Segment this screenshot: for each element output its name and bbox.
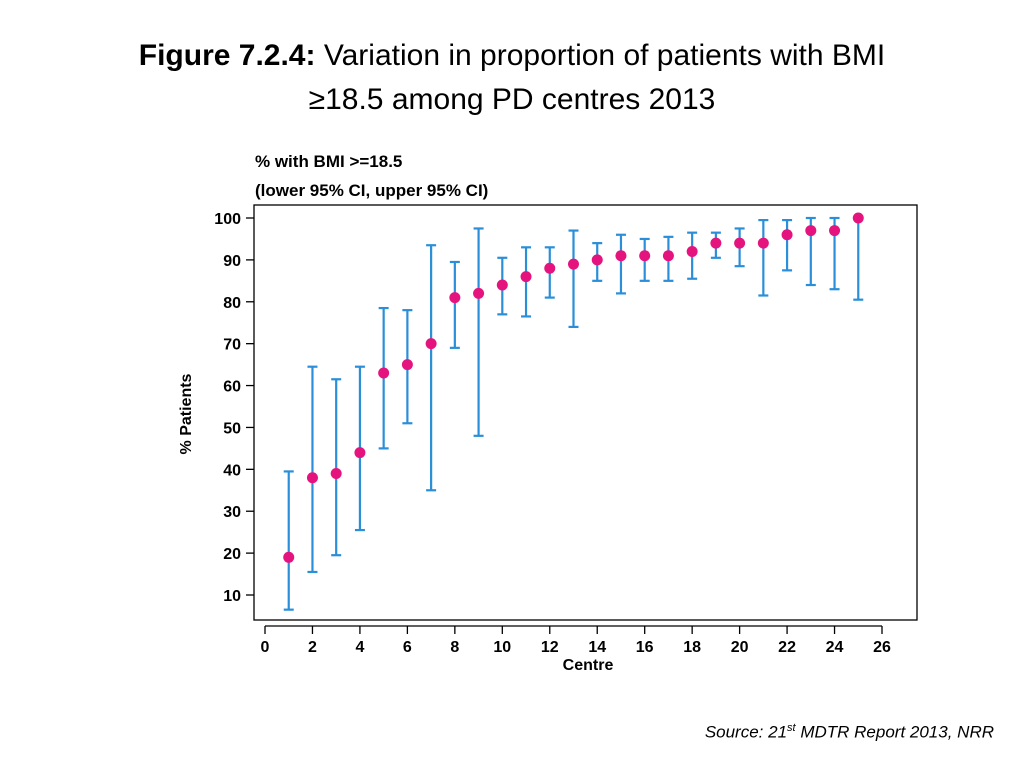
- data-points: [283, 212, 864, 563]
- y-tick-label: 20: [223, 546, 241, 563]
- data-point: [378, 367, 390, 379]
- data-point: [496, 279, 508, 291]
- figure-title: Figure 7.2.4: Variation in proportion of…: [0, 34, 1024, 122]
- data-point: [354, 447, 366, 459]
- data-point: [615, 250, 627, 262]
- title-line-2: ≥18.5 among PD centres 2013: [308, 83, 716, 116]
- figure-number: Figure 7.2.4:: [138, 39, 316, 72]
- x-tick-label: 22: [778, 639, 796, 656]
- data-point: [686, 246, 698, 258]
- title-text-1: Variation in proportion of patients with…: [323, 39, 886, 72]
- data-point: [449, 292, 461, 304]
- error-bars: [283, 216, 864, 611]
- data-point: [852, 212, 864, 224]
- data-point: [283, 551, 295, 563]
- data-point: [520, 271, 532, 283]
- y-tick-label: 50: [223, 420, 241, 437]
- data-point: [734, 237, 746, 249]
- data-point: [425, 338, 437, 350]
- source-superscript: st: [787, 722, 796, 734]
- x-tick-label: 16: [636, 639, 654, 656]
- y-tick-label: 10: [223, 588, 241, 605]
- source-prefix: Source: 21: [704, 722, 788, 742]
- source-suffix: MDTR Report 2013, NRR: [795, 722, 994, 742]
- legend-label-2: (lower 95% CI, upper 95% CI): [255, 181, 489, 200]
- y-axis: 10 20 30 40 50 60 70 80 90 100: [214, 211, 254, 605]
- y-axis-title: % Patients: [178, 373, 195, 454]
- y-tick-label: 70: [223, 337, 241, 354]
- data-point: [662, 250, 674, 262]
- title-line-1: Figure 7.2.4: Variation in proportion of…: [0, 34, 1024, 78]
- y-tick-label: 40: [223, 462, 241, 479]
- x-tick-label: 8: [450, 639, 459, 656]
- y-tick-label: 100: [214, 211, 241, 228]
- x-tick-label: 20: [731, 639, 749, 656]
- y-tick-label: 30: [223, 504, 241, 521]
- data-point: [568, 258, 579, 270]
- x-axis: 0 2 4 6 8 10 12 14 16 18 20 22 24 26: [261, 625, 891, 656]
- x-tick-label: 4: [355, 639, 364, 656]
- y-tick-label: 80: [223, 295, 241, 312]
- x-tick-label: 18: [683, 639, 701, 656]
- x-tick-label: 24: [826, 639, 844, 656]
- data-point: [781, 229, 793, 241]
- x-tick-label: 12: [541, 639, 559, 656]
- plot-area: [253, 204, 918, 621]
- data-point: [757, 237, 769, 249]
- x-tick-label: 10: [493, 639, 511, 656]
- data-point: [591, 254, 603, 266]
- data-point: [805, 225, 817, 237]
- y-tick-label: 60: [223, 379, 241, 396]
- data-point: [306, 472, 318, 484]
- x-tick-label: 2: [308, 639, 317, 656]
- x-tick-label: 14: [588, 639, 606, 656]
- data-point: [473, 287, 485, 299]
- data-point: [639, 250, 651, 262]
- x-tick-label: 6: [403, 639, 412, 656]
- x-axis-title: Centre: [563, 657, 614, 674]
- legend-label-1: % with BMI >=18.5: [255, 152, 403, 171]
- x-tick-label: 0: [261, 639, 270, 656]
- data-point: [401, 359, 413, 371]
- data-point: [829, 225, 841, 237]
- x-tick-label: 26: [873, 639, 891, 656]
- data-point: [544, 262, 556, 274]
- data-point: [330, 468, 342, 480]
- source-note: Source: 21st MDTR Report 2013, NRR: [705, 722, 994, 743]
- y-tick-label: 90: [223, 253, 241, 270]
- data-point: [710, 237, 722, 249]
